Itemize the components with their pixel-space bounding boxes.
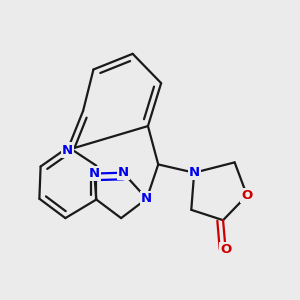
Text: N: N [89, 167, 100, 180]
Text: N: N [141, 192, 152, 205]
Text: N: N [189, 166, 200, 179]
Text: O: O [242, 189, 253, 202]
Text: O: O [220, 243, 231, 256]
Text: N: N [118, 166, 129, 179]
Text: N: N [62, 143, 73, 157]
